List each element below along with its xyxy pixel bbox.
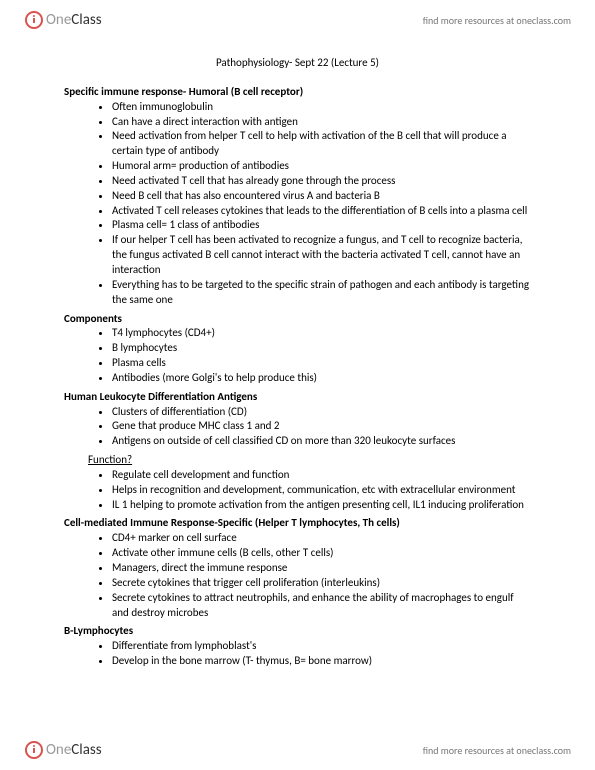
section-list: Regulate cell development and function H… xyxy=(112,468,531,513)
list-item: Managers, direct the immune response xyxy=(112,561,531,576)
list-item: Plasma cell= 1 class of antibodies xyxy=(112,218,531,233)
brand-text: OneClass xyxy=(46,11,102,29)
section-heading: Components xyxy=(64,312,531,327)
list-item: Clusters of differentiation (CD) xyxy=(112,405,531,420)
page-header: OneClass find more resources at oneclass… xyxy=(0,0,595,36)
section-heading-underline: Function? xyxy=(88,453,132,466)
section-heading: Cell-mediated Immune Response-Specific (… xyxy=(64,516,531,531)
list-item: B lymphocytes xyxy=(112,341,531,356)
section-heading: Specific immune response- Humoral (B cel… xyxy=(64,85,531,100)
brand-icon xyxy=(24,10,44,30)
section-list: Differentiate from lymphoblast's Develop… xyxy=(112,639,531,669)
list-item: Helps in recognition and development, co… xyxy=(112,483,531,498)
section-heading: Function? xyxy=(88,453,531,468)
list-item: Develop in the bone marrow (T- thymus, B… xyxy=(112,654,531,669)
list-item: IL 1 helping to promote activation from … xyxy=(112,498,531,513)
list-item: Regulate cell development and function xyxy=(112,468,531,483)
page-footer: OneClass find more resources at oneclass… xyxy=(0,740,595,760)
list-item: Gene that produce MHC class 1 and 2 xyxy=(112,419,531,434)
brand-one: One xyxy=(46,11,71,29)
list-item: CD4+ marker on cell surface xyxy=(112,531,531,546)
section-list: T4 lymphocytes (CD4+) B lymphocytes Plas… xyxy=(112,326,531,385)
brand-logo: OneClass xyxy=(24,10,102,30)
section-heading: B-Lymphocytes xyxy=(64,624,531,639)
list-item: Antigens on outside of cell classified C… xyxy=(112,434,531,449)
list-item: Everything has to be targeted to the spe… xyxy=(112,278,531,308)
brand-class: Class xyxy=(71,741,101,759)
list-item: Activate other immune cells (B cells, ot… xyxy=(112,546,531,561)
list-item: Differentiate from lymphoblast's xyxy=(112,639,531,654)
list-item: Humoral arm= production of antibodies xyxy=(112,159,531,174)
brand-class: Class xyxy=(71,11,101,29)
list-item: Often immunoglobulin xyxy=(112,100,531,115)
list-item: Need activation from helper T cell to he… xyxy=(112,129,531,159)
brand-logo: OneClass xyxy=(24,740,102,760)
header-tagline[interactable]: find more resources at oneclass.com xyxy=(423,14,571,27)
footer-tagline[interactable]: find more resources at oneclass.com xyxy=(423,744,571,757)
list-item: Secrete cytokines to attract neutrophils… xyxy=(112,591,531,621)
list-item: Need B cell that has also encountered vi… xyxy=(112,189,531,204)
section-list: Clusters of differentiation (CD) Gene th… xyxy=(112,405,531,450)
brand-text: OneClass xyxy=(46,741,102,759)
page-title: Pathophysiology- Sept 22 (Lecture 5) xyxy=(64,56,531,71)
section-heading: Human Leukocyte Differentiation Antigens xyxy=(64,390,531,405)
list-item: Can have a direct interaction with antig… xyxy=(112,115,531,130)
brand-icon xyxy=(24,740,44,760)
list-item: T4 lymphocytes (CD4+) xyxy=(112,326,531,341)
document-body: Pathophysiology- Sept 22 (Lecture 5) Spe… xyxy=(0,36,595,679)
list-item: Antibodies (more Golgi's to help produce… xyxy=(112,371,531,386)
list-item: Need activated T cell that has already g… xyxy=(112,174,531,189)
list-item: If our helper T cell has been activated … xyxy=(112,233,531,278)
section-list: CD4+ marker on cell surface Activate oth… xyxy=(112,531,531,620)
section-list: Often immunoglobulin Can have a direct i… xyxy=(112,100,531,308)
brand-one: One xyxy=(46,741,71,759)
list-item: Activated T cell releases cytokines that… xyxy=(112,204,531,219)
list-item: Plasma cells xyxy=(112,356,531,371)
list-item: Secrete cytokines that trigger cell prol… xyxy=(112,576,531,591)
